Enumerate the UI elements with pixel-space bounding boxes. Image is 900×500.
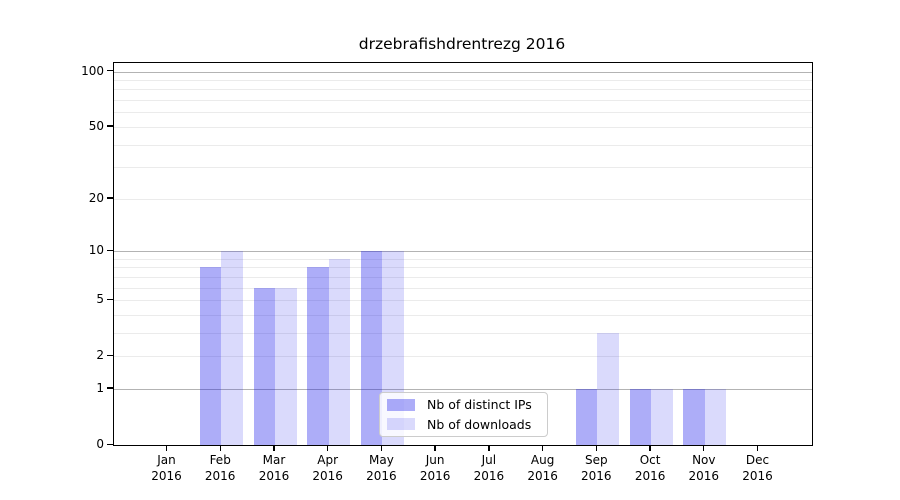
gridline-minor-6 [114, 287, 812, 289]
gridline-minor-7 [114, 276, 812, 278]
y-tick-10 [107, 249, 113, 251]
gridline-major-10 [114, 251, 812, 252]
legend-label-distinct-ips: Nb of distinct IPs [427, 397, 532, 413]
bar-ips-apr [307, 267, 329, 445]
x-tick-nov [703, 445, 705, 451]
gridline-minor-3 [114, 332, 812, 334]
y-tick-1 [107, 387, 113, 389]
x-tick-may [380, 445, 383, 451]
bar-ips-may [360, 251, 383, 445]
gridline-major-100 [114, 71, 812, 73]
y-tick-5 [107, 298, 113, 300]
bar-ips-mar [253, 287, 275, 445]
y-tick-2 [107, 354, 113, 356]
bar-ips-oct [629, 388, 652, 445]
x-tick-oct [649, 445, 651, 451]
gridline-minor-70 [114, 100, 812, 102]
x-tick-label-feb: Feb 2016 [204, 453, 236, 483]
bar-downloads-oct [651, 388, 673, 445]
x-tick-label-jun: Jun 2016 [419, 453, 451, 483]
x-tick-sep [595, 445, 597, 451]
y-tick-100 [107, 70, 113, 72]
y-tick-20 [107, 197, 113, 199]
gridline-minor-90 [114, 80, 812, 81]
y-tick-label-0: 0 [96, 437, 104, 451]
gridline-minor-8 [114, 267, 812, 269]
bar-ips-feb [199, 267, 222, 445]
x-tick-aug [541, 445, 544, 451]
gridline-minor-40 [114, 144, 812, 146]
x-tick-jan [165, 445, 168, 451]
legend: Nb of distinct IPs Nb of downloads [379, 392, 548, 437]
legend-item-distinct-ips: Nb of distinct IPs [387, 397, 540, 412]
y-tick-label-1: 1 [96, 380, 104, 395]
x-tick-label-may: May 2016 [366, 453, 397, 483]
y-tick-0 [107, 443, 113, 445]
gridline-minor-50 [114, 126, 812, 128]
bar-ips-nov [683, 388, 705, 445]
bar-downloads-sep [597, 332, 619, 445]
plot-area [113, 62, 813, 446]
chart-title: drzebrafishdrentrezg 2016 [358, 35, 566, 53]
x-tick-feb [219, 445, 221, 451]
x-tick-label-jan: Jan 2016 [151, 453, 182, 483]
gridline-minor-60 [114, 112, 812, 114]
y-tick-label-50: 50 [88, 118, 104, 133]
y-tick-label-5: 5 [96, 292, 104, 306]
x-tick-label-apr: Apr 2016 [312, 453, 343, 483]
y-tick-label-2: 2 [96, 348, 104, 363]
x-tick-label-oct: Oct 2016 [634, 453, 666, 483]
y-tick-label-10: 10 [88, 243, 104, 257]
x-tick-mar [273, 445, 275, 451]
gridline-minor-4 [114, 314, 812, 316]
y-tick-50 [107, 125, 113, 127]
bar-ips-sep [575, 388, 598, 445]
x-tick-dec [756, 445, 759, 451]
y-tick-label-20: 20 [88, 190, 104, 205]
gridline-minor-9 [114, 258, 812, 260]
gridline-minor-5 [114, 300, 812, 301]
x-tick-jun [434, 445, 436, 451]
bar-downloads-feb [221, 251, 243, 445]
gridline-major-1 [114, 388, 812, 390]
legend-swatch-downloads [387, 418, 415, 431]
gridline-minor-80 [114, 89, 812, 91]
x-tick-label-nov: Nov 2016 [688, 453, 720, 483]
legend-label-downloads: Nb of downloads [427, 416, 532, 432]
legend-item-downloads: Nb of downloads [387, 417, 540, 432]
legend-swatch-distinct-ips [387, 398, 415, 411]
x-tick-label-sep: Sep 2016 [581, 453, 612, 483]
x-tick-jul [488, 445, 490, 451]
gridline-minor-20 [114, 198, 812, 200]
x-tick-label-aug: Aug 2016 [527, 453, 558, 483]
bar-downloads-mar [275, 287, 297, 445]
gridline-minor-2 [114, 356, 812, 358]
x-tick-apr [327, 445, 329, 451]
gridline-minor-30 [114, 167, 812, 169]
x-tick-label-mar: Mar 2016 [258, 453, 290, 483]
x-tick-label-dec: Dec 2016 [742, 453, 773, 483]
x-tick-label-jul: Jul 2016 [473, 453, 505, 483]
y-tick-label-100: 100 [81, 63, 104, 78]
bar-downloads-nov [704, 388, 727, 445]
bar-downloads-apr [328, 258, 351, 445]
